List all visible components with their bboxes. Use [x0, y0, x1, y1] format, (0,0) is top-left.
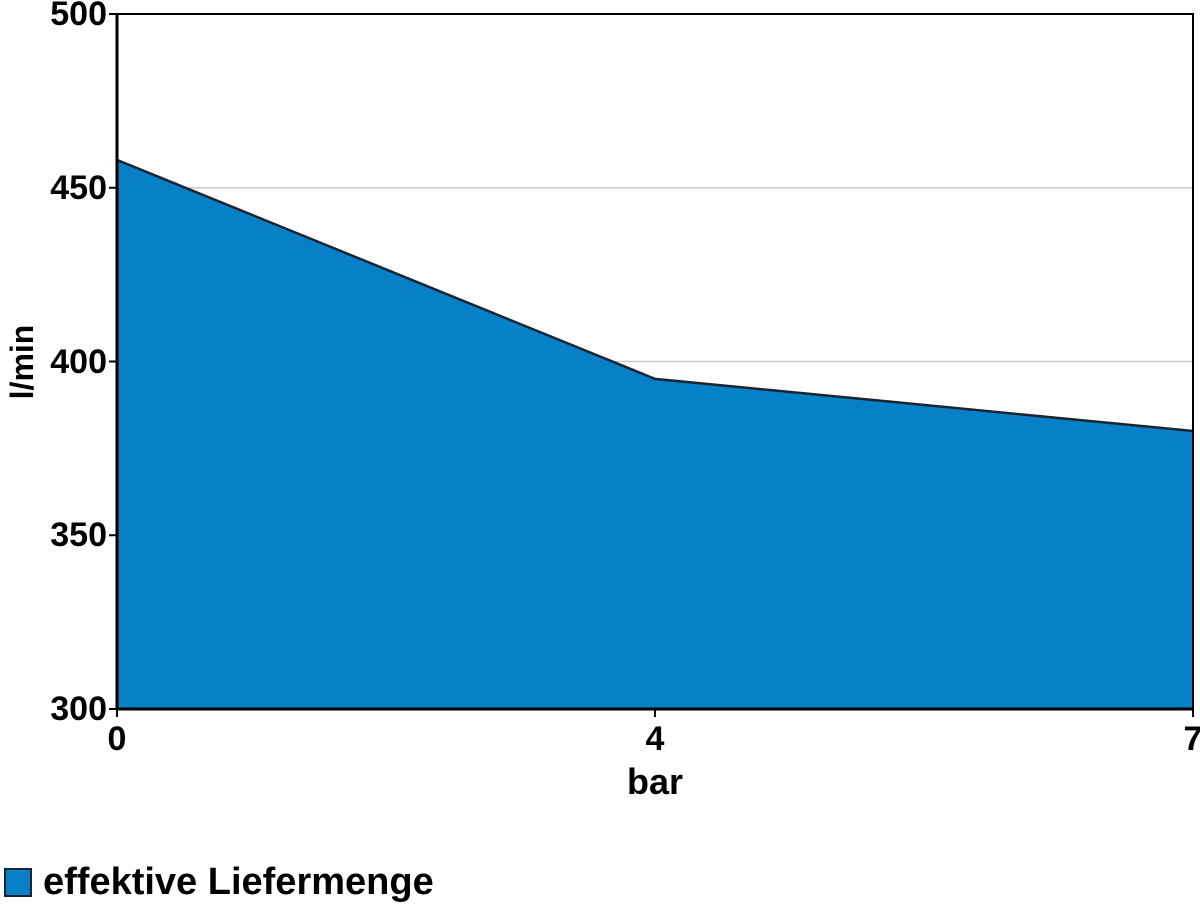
x-tick-label: 4 — [645, 720, 665, 758]
x-axis-title: bar — [626, 761, 684, 802]
y-tick-label: 500 — [50, 0, 107, 33]
y-tick-label: 450 — [50, 168, 107, 207]
y-tick-label: 300 — [50, 690, 107, 728]
area-series-outline — [116, 158, 1194, 433]
y-axis-title: l/min — [4, 324, 40, 400]
legend: effektive Liefermenge — [4, 861, 434, 904]
x-tick-label: 0 — [107, 720, 127, 758]
y-tick-label: 400 — [50, 342, 107, 381]
x-tick-label: 7 — [1183, 720, 1200, 758]
y-tick-label: 350 — [50, 516, 107, 555]
legend-swatch-icon — [4, 868, 32, 898]
area-series-fill — [117, 159, 1193, 709]
legend-label: effektive Liefermenge — [43, 861, 434, 903]
plot-area — [109, 13, 1194, 717]
